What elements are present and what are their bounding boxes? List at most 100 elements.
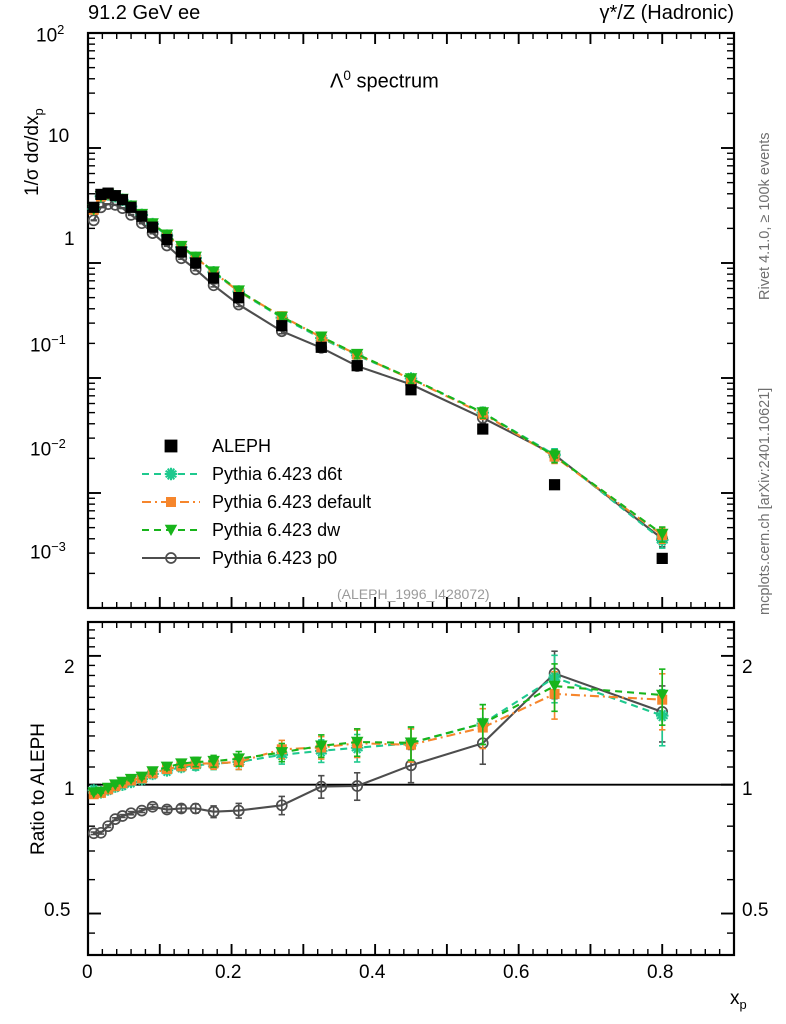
xtick-04: 0.4	[359, 962, 386, 983]
data-marker	[189, 251, 202, 263]
data-marker	[548, 680, 561, 693]
data-marker	[125, 807, 137, 820]
xtick-0: 0	[82, 962, 93, 983]
legend-label: ALEPH	[212, 435, 272, 456]
data-marker	[164, 467, 178, 481]
data-marker	[476, 718, 490, 730]
data-marker	[404, 373, 418, 385]
data-marker	[165, 552, 177, 564]
data-marker	[102, 820, 114, 833]
data-marker	[101, 782, 115, 795]
data-marker	[116, 776, 129, 789]
data-marker	[135, 771, 149, 783]
data-marker	[109, 779, 122, 791]
main-ytick-1: 1	[64, 229, 75, 250]
ratio-ytick-05-right: 0.5	[742, 900, 769, 921]
data-marker	[189, 756, 202, 768]
data-marker	[548, 450, 561, 462]
data-marker	[175, 246, 187, 258]
data-marker	[275, 311, 289, 323]
legend-key	[142, 552, 200, 564]
series-line	[93, 672, 663, 835]
xtick-08: 0.8	[647, 962, 674, 983]
ratio-ytick-05-left: 0.5	[44, 900, 71, 921]
data-marker	[350, 736, 364, 748]
data-marker	[164, 439, 178, 453]
ratio-ytick-2-right: 2	[742, 657, 753, 678]
data-marker	[315, 740, 328, 752]
data-marker	[175, 802, 188, 815]
xtick-06: 0.6	[503, 962, 530, 983]
data-marker	[161, 233, 173, 246]
x-axis-label: xp	[730, 988, 747, 1012]
data-marker	[315, 780, 328, 793]
legend-key	[142, 497, 200, 507]
data-marker	[116, 194, 129, 206]
data-marker	[351, 780, 364, 792]
header-right-label: γ*/Z (Hadronic)	[599, 2, 734, 24]
legend-item-pythia-6-423-d6t[interactable]: Pythia 6.423 d6t	[140, 460, 342, 488]
legend-item-aleph[interactable]: ALEPH	[140, 432, 271, 460]
data-marker	[207, 755, 220, 768]
data-marker	[88, 201, 100, 213]
data-marker	[207, 266, 220, 278]
data-marker	[405, 384, 417, 396]
data-marker	[124, 773, 138, 786]
series-pythia-6-423-dw	[87, 663, 669, 799]
series-pythia-6-423-default	[88, 189, 668, 545]
data-marker	[275, 799, 288, 812]
data-marker	[476, 407, 490, 419]
data-marker	[656, 552, 668, 564]
legend-label: Pythia 6.423 default	[212, 491, 372, 512]
data-marker	[655, 689, 669, 701]
data-marker	[207, 805, 220, 818]
data-marker	[102, 187, 114, 199]
data-marker	[315, 331, 328, 343]
plot-title: Λ0 spectrum	[330, 68, 439, 93]
main-ytick-1e-1: 10−1	[30, 332, 66, 357]
legend-label: Pythia 6.423 p0	[212, 547, 338, 568]
x-axis-label-sub: p	[739, 996, 747, 1012]
data-marker	[548, 479, 561, 491]
legend-item-pythia-6-423-p0[interactable]: Pythia 6.423 p0	[140, 544, 337, 572]
data-marker	[147, 221, 159, 233]
data-marker	[109, 813, 122, 825]
data-marker	[232, 285, 245, 297]
data-marker	[351, 360, 363, 372]
data-marker	[477, 423, 489, 435]
main-ytick-1e2: 102	[36, 22, 65, 47]
data-marker	[275, 747, 289, 759]
data-marker	[95, 826, 107, 839]
data-marker	[94, 786, 108, 798]
ratio-ytick-1-left: 1	[64, 779, 75, 800]
legend-label: Pythia 6.423 dw	[212, 519, 341, 540]
data-marker	[276, 320, 288, 332]
ratio-ytick-2-left: 2	[64, 657, 75, 678]
data-marker	[95, 188, 107, 200]
legend-item-pythia-6-423-default[interactable]: Pythia 6.423 default	[140, 488, 371, 516]
series-aleph	[88, 187, 668, 564]
ratio-panel-frame	[86, 620, 736, 957]
main-ytick-1e-2: 10−2	[30, 436, 66, 461]
data-marker	[208, 272, 220, 284]
data-marker	[146, 766, 159, 778]
series-pythia-6-423-p0	[87, 198, 669, 548]
series-line	[93, 692, 663, 796]
main-panel-frame	[86, 31, 736, 610]
data-marker	[233, 292, 245, 304]
data-marker	[164, 524, 178, 536]
data-marker	[189, 802, 202, 815]
data-marker	[125, 201, 137, 213]
legend-item-pythia-6-423-dw[interactable]: Pythia 6.423 dw	[140, 516, 340, 544]
series-pythia-6-423-default	[88, 670, 668, 800]
data-marker	[135, 804, 148, 817]
data-marker	[160, 761, 174, 773]
data-marker	[190, 257, 202, 269]
main-ytick-1e-3: 10−3	[30, 539, 66, 564]
legend-label: Pythia 6.423 d6t	[212, 463, 343, 484]
data-marker	[655, 528, 669, 540]
data-marker	[136, 210, 148, 222]
data-marker	[146, 800, 159, 813]
